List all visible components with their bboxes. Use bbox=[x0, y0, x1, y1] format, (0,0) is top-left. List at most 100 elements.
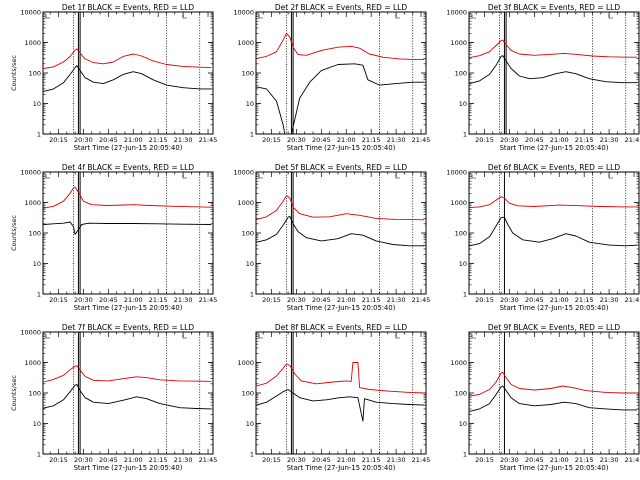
x-axis-label: Start Time (27-Jun-15 20:05:40) bbox=[500, 144, 609, 152]
y-tick-label: 100 bbox=[455, 70, 467, 78]
x-tick-label: 21:00 bbox=[124, 296, 143, 304]
panel-det-3: Det 3f BLACK = Events, RED = LLD 1 10 100 10… bbox=[446, 3, 640, 152]
y-axis-label: Counts/sec bbox=[10, 375, 18, 411]
events-series-line bbox=[43, 65, 212, 92]
y-tick-label: 10000 bbox=[20, 169, 41, 177]
panel-det-4: Det 4f BLACK = Events, RED = LLD 1 10 100 10… bbox=[10, 163, 217, 312]
y-tick-label: 1 bbox=[463, 291, 467, 299]
x-tick-label: 21:00 bbox=[550, 296, 569, 304]
x-tick-label: 21:30 bbox=[387, 456, 406, 464]
x-axis-label: Start Time (27-Jun-15 20:05:40) bbox=[287, 144, 396, 152]
x-axis-label: Start Time (27-Jun-15 20:05:40) bbox=[287, 464, 396, 472]
x-tick-label: 20:15 bbox=[475, 136, 494, 144]
y-tick-label: 10 bbox=[33, 100, 41, 108]
x-tick-label: 21:00 bbox=[550, 136, 569, 144]
y-tick-label: 1000 bbox=[237, 359, 254, 367]
x-tick-label: 21:15 bbox=[575, 136, 594, 144]
x-tick-label: 21:30 bbox=[174, 136, 193, 144]
corner-mark-right bbox=[395, 174, 400, 179]
y-tick-label: 1000 bbox=[24, 39, 41, 47]
y-tick-label: 100 bbox=[455, 230, 467, 238]
x-tick-label: 21:45 bbox=[412, 296, 431, 304]
y-tick-label: 10000 bbox=[20, 9, 41, 17]
x-tick-label: 21:15 bbox=[149, 296, 168, 304]
x-tick-label: 20:45 bbox=[99, 456, 118, 464]
x-tick-label: 21:30 bbox=[174, 296, 193, 304]
y-tick-label: 10000 bbox=[20, 329, 41, 337]
corner-mark-left bbox=[258, 14, 263, 19]
x-tick-label: 20:15 bbox=[262, 456, 281, 464]
x-tick-label: 21:15 bbox=[362, 136, 381, 144]
x-tick-label: 20:30 bbox=[287, 456, 306, 464]
x-tick-label: 20:45 bbox=[525, 136, 544, 144]
x-tick-label: 21:45 bbox=[625, 456, 640, 464]
lld-series-line bbox=[469, 371, 638, 397]
panel-title: Det 4f BLACK = Events, RED = LLD bbox=[62, 163, 195, 172]
x-tick-label: 20:15 bbox=[475, 296, 494, 304]
y-tick-label: 100 bbox=[242, 390, 254, 398]
y-tick-label: 1 bbox=[250, 291, 254, 299]
panel-det-2: Det 2f BLACK = Events, RED = LLD 1 10 100 10… bbox=[233, 3, 430, 152]
x-tick-label: 20:15 bbox=[49, 136, 68, 144]
y-tick-label: 10000 bbox=[233, 169, 254, 177]
panel-det-6: Det 6f BLACK = Events, RED = LLD 1 10 100 10… bbox=[446, 163, 640, 312]
panel-title: Det 2f BLACK = Events, RED = LLD bbox=[275, 3, 408, 12]
y-tick-label: 1000 bbox=[24, 359, 41, 367]
events-series-line bbox=[43, 384, 212, 410]
x-tick-label: 21:30 bbox=[600, 296, 619, 304]
x-tick-label: 20:30 bbox=[500, 456, 519, 464]
panel-title: Det 3f BLACK = Events, RED = LLD bbox=[488, 3, 621, 12]
y-tick-label: 100 bbox=[29, 390, 41, 398]
panel-title: Det 5f BLACK = Events, RED = LLD bbox=[275, 163, 408, 172]
y-tick-label: 10000 bbox=[446, 169, 467, 177]
events-series-line bbox=[256, 215, 425, 247]
corner-mark-right bbox=[395, 14, 400, 19]
lld-series-line bbox=[256, 362, 425, 394]
events-series-line bbox=[256, 389, 425, 422]
y-tick-label: 100 bbox=[29, 230, 41, 238]
corner-mark-right bbox=[608, 14, 613, 19]
y-tick-label: 1000 bbox=[237, 199, 254, 207]
y-tick-label: 10 bbox=[459, 100, 467, 108]
x-tick-label: 21:15 bbox=[149, 136, 168, 144]
x-tick-label: 20:45 bbox=[312, 456, 331, 464]
x-tick-label: 20:15 bbox=[49, 296, 68, 304]
x-axis-label: Start Time (27-Jun-15 20:05:40) bbox=[500, 304, 609, 312]
y-tick-label: 10 bbox=[33, 260, 41, 268]
x-tick-label: 21:00 bbox=[337, 136, 356, 144]
x-tick-label: 21:15 bbox=[149, 456, 168, 464]
y-tick-label: 10 bbox=[246, 100, 254, 108]
x-tick-label: 20:30 bbox=[287, 296, 306, 304]
corner-mark-right bbox=[182, 174, 187, 179]
x-tick-label: 21:45 bbox=[199, 296, 218, 304]
x-axis-label: Start Time (27-Jun-15 20:05:40) bbox=[74, 304, 183, 312]
plot-frame bbox=[42, 171, 214, 295]
y-tick-label: 10000 bbox=[446, 9, 467, 17]
x-tick-label: 20:30 bbox=[74, 296, 93, 304]
corner-mark-left bbox=[45, 14, 50, 19]
y-tick-label: 10 bbox=[246, 260, 254, 268]
events-series-line bbox=[469, 55, 638, 85]
corner-mark-left bbox=[471, 14, 476, 19]
plot-frame bbox=[468, 11, 640, 135]
x-tick-label: 20:45 bbox=[99, 296, 118, 304]
panel-det-8: Det 8f BLACK = Events, RED = LLD 1 10 100 10… bbox=[237, 323, 430, 472]
x-tick-label: 20:30 bbox=[74, 136, 93, 144]
x-tick-label: 21:15 bbox=[575, 456, 594, 464]
x-tick-label: 20:15 bbox=[262, 136, 281, 144]
x-tick-label: 20:45 bbox=[99, 136, 118, 144]
y-tick-label: 1000 bbox=[237, 39, 254, 47]
x-tick-label: 21:45 bbox=[625, 296, 640, 304]
x-tick-label: 21:00 bbox=[124, 456, 143, 464]
x-tick-label: 20:30 bbox=[500, 296, 519, 304]
corner-mark-right bbox=[608, 334, 613, 339]
y-tick-label: 10 bbox=[246, 420, 254, 428]
x-tick-label: 21:30 bbox=[174, 456, 193, 464]
x-tick-label: 21:00 bbox=[337, 296, 356, 304]
x-tick-label: 20:45 bbox=[525, 456, 544, 464]
y-tick-label: 1000 bbox=[450, 199, 467, 207]
corner-mark-left bbox=[45, 334, 50, 339]
x-tick-label: 21:30 bbox=[600, 136, 619, 144]
panel-det-1: Det 1f BLACK = Events, RED = LLD 1 10 100 10… bbox=[10, 3, 217, 152]
x-tick-label: 21:00 bbox=[337, 456, 356, 464]
